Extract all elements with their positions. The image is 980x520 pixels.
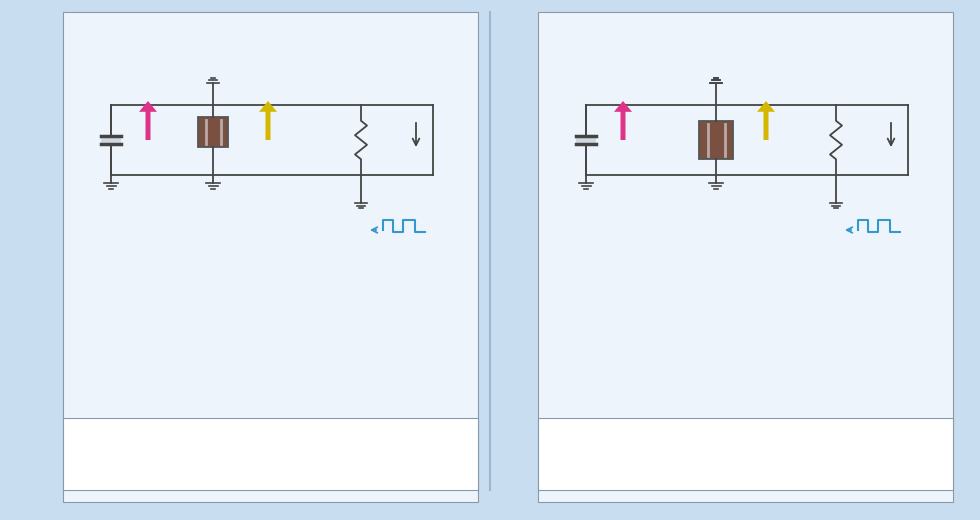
Polygon shape (757, 101, 775, 140)
Text: +: + (79, 106, 90, 120)
Polygon shape (139, 101, 157, 140)
Bar (198, 117, 228, 147)
Text: 《 馈通连接 》: 《 馈通连接 》 (71, 21, 130, 35)
Polygon shape (259, 101, 277, 140)
Text: 3端子贯通滤波器
4.3μF: 3端子贯通滤波器 4.3μF (566, 197, 619, 220)
Text: 电流: 3A: 电流: 3A (898, 123, 935, 136)
Text: +: + (554, 106, 565, 120)
Text: 3端子贯通滤波器
4.3μF: 3端子贯通滤波器 4.3μF (91, 197, 144, 220)
Text: 3.0V: 3.0V (574, 67, 601, 80)
Polygon shape (614, 101, 632, 140)
Bar (576, 136, 596, 144)
Text: 18mV: 18mV (393, 274, 423, 283)
Text: −: − (554, 160, 565, 174)
Bar (538, 12, 953, 502)
Text: 《 分流贯通连接 》: 《 分流贯通连接 》 (546, 21, 621, 35)
Text: 1Ω: 1Ω (373, 134, 390, 147)
Bar (699, 121, 733, 159)
Bar (101, 136, 121, 144)
Text: 1Ω: 1Ω (848, 134, 865, 147)
Text: 8mV: 8mV (871, 265, 896, 275)
Text: 电流: 3A: 电流: 3A (423, 123, 461, 136)
Text: 馈通连接会因内部电阔成分原因，负荷电流越大，电压下降越多。: 馈通连接会因内部电阔成分原因，负荷电流越大，电压下降越多。 (73, 428, 276, 441)
Bar (538, 418, 953, 490)
Text: 分流贯通连接则可降低电压下降影响。: 分流贯通连接则可降低电压下降影响。 (548, 428, 667, 441)
Bar (63, 418, 478, 490)
Bar (63, 12, 478, 502)
Text: 3.0V: 3.0V (99, 67, 125, 80)
Text: −: − (79, 160, 90, 174)
